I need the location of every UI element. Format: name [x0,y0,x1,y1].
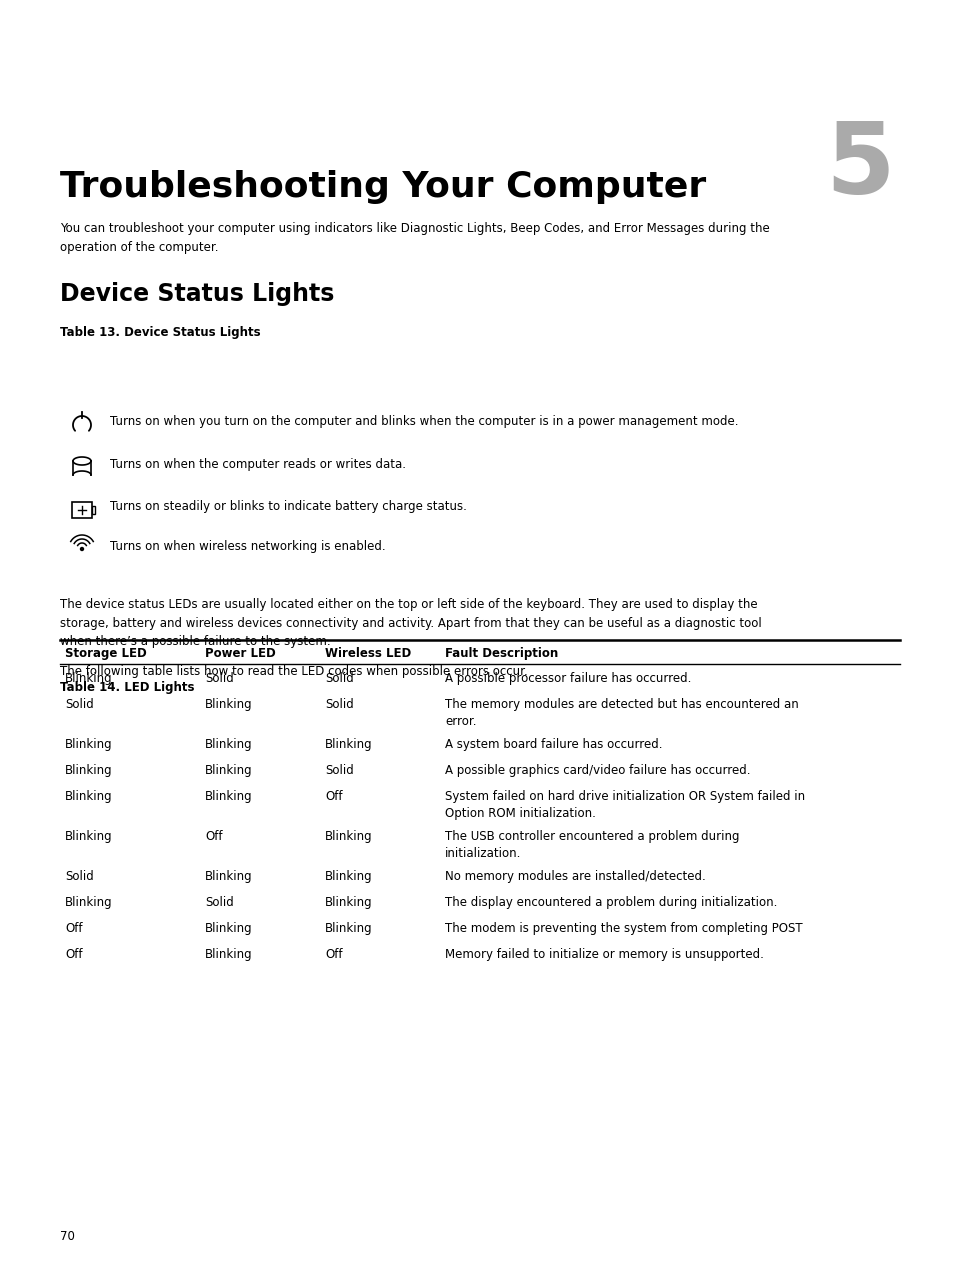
Text: Solid: Solid [325,697,354,711]
Text: Solid: Solid [205,672,233,685]
Text: The following table lists how to read the LED codes when possible errors occur.: The following table lists how to read th… [60,664,527,678]
Text: Fault Description: Fault Description [444,647,558,661]
Text: The display encountered a problem during initialization.: The display encountered a problem during… [444,896,777,909]
Text: Blinking: Blinking [325,896,373,909]
Text: Blinking: Blinking [65,831,112,843]
Text: Blinking: Blinking [205,790,253,803]
Text: The memory modules are detected but has encountered an
error.: The memory modules are detected but has … [444,697,798,728]
Text: Blinking: Blinking [205,738,253,751]
Text: No memory modules are installed/detected.: No memory modules are installed/detected… [444,870,705,883]
Circle shape [80,548,84,550]
Text: Solid: Solid [205,896,233,909]
Text: Off: Off [325,790,342,803]
Text: Blinking: Blinking [65,672,112,685]
Text: Troubleshooting Your Computer: Troubleshooting Your Computer [60,170,705,204]
Text: Wireless LED: Wireless LED [325,647,411,661]
Text: The modem is preventing the system from completing POST: The modem is preventing the system from … [444,922,801,935]
Text: Turns on when wireless networking is enabled.: Turns on when wireless networking is ena… [110,540,385,553]
Text: Memory failed to initialize or memory is unsupported.: Memory failed to initialize or memory is… [444,948,763,961]
Text: 5: 5 [824,118,894,216]
Text: Blinking: Blinking [65,738,112,751]
Text: Blinking: Blinking [325,831,373,843]
Text: Off: Off [65,922,82,935]
Text: Power LED: Power LED [205,647,275,661]
Text: Blinking: Blinking [205,765,253,777]
Text: Blinking: Blinking [205,922,253,935]
Text: Solid: Solid [325,765,354,777]
Text: Blinking: Blinking [65,790,112,803]
Text: Table 13. Device Status Lights: Table 13. Device Status Lights [60,326,260,339]
Text: Table 14. LED Lights: Table 14. LED Lights [60,681,194,694]
Text: Storage LED: Storage LED [65,647,147,661]
Text: System failed on hard drive initialization OR System failed in
Option ROM initia: System failed on hard drive initializati… [444,790,804,820]
Text: Solid: Solid [65,697,93,711]
Text: You can troubleshoot your computer using indicators like Diagnostic Lights, Beep: You can troubleshoot your computer using… [60,222,769,254]
Text: Blinking: Blinking [65,765,112,777]
Bar [91,506,95,514]
Text: Blinking: Blinking [205,870,253,883]
Text: Blinking: Blinking [65,896,112,909]
Text: Blinking: Blinking [205,948,253,961]
Text: Off: Off [325,948,342,961]
Text: Turns on when you turn on the computer and blinks when the computer is in a powe: Turns on when you turn on the computer a… [110,415,738,429]
Text: Blinking: Blinking [325,870,373,883]
Text: Blinking: Blinking [205,697,253,711]
Text: Turns on when the computer reads or writes data.: Turns on when the computer reads or writ… [110,458,406,470]
Text: A possible graphics card/video failure has occurred.: A possible graphics card/video failure h… [444,765,750,777]
Text: The USB controller encountered a problem during
initialization.: The USB controller encountered a problem… [444,831,739,860]
Text: Off: Off [205,831,222,843]
Text: 70: 70 [60,1230,74,1243]
Text: The device status LEDs are usually located either on the top or left side of the: The device status LEDs are usually locat… [60,598,760,648]
Text: A system board failure has occurred.: A system board failure has occurred. [444,738,661,751]
Text: Solid: Solid [325,672,354,685]
Text: Blinking: Blinking [325,738,373,751]
Bar [71,502,91,519]
Text: Turns on steadily or blinks to indicate battery charge status.: Turns on steadily or blinks to indicate … [110,500,466,514]
Text: A possible processor failure has occurred.: A possible processor failure has occurre… [444,672,691,685]
Text: Solid: Solid [65,870,93,883]
Text: Off: Off [65,948,82,961]
Text: Device Status Lights: Device Status Lights [60,281,334,306]
Text: Blinking: Blinking [325,922,373,935]
